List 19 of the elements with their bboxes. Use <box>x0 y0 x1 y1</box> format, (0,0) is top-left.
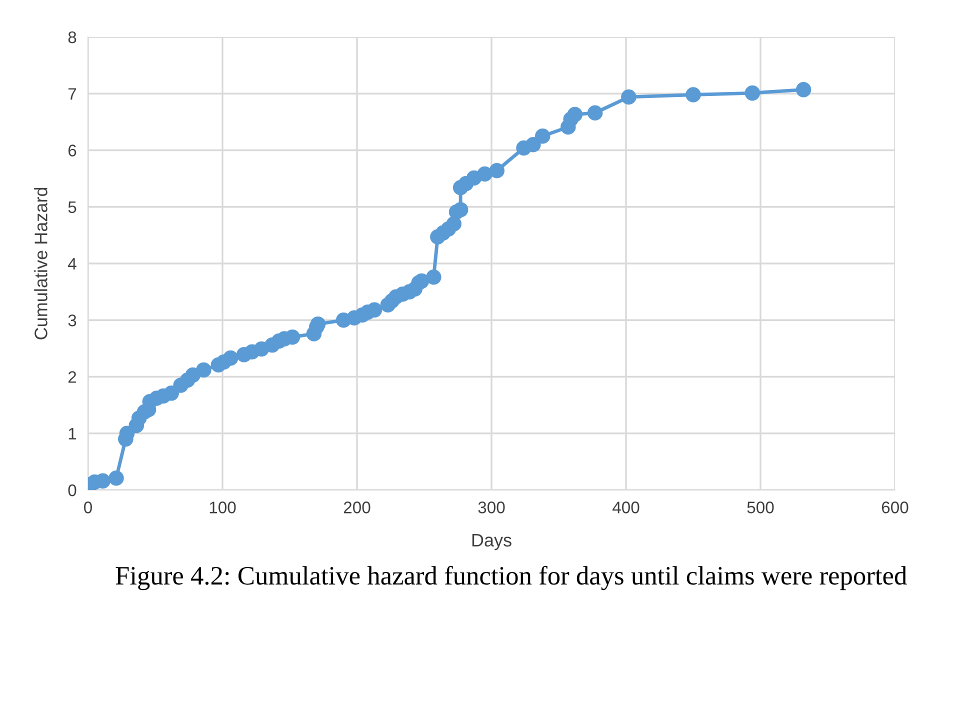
y-tick-label: 7 <box>68 88 76 100</box>
y-axis-title: Cumulative Hazard <box>34 188 48 340</box>
y-tick-label: 8 <box>68 31 76 44</box>
y-tick-label: 5 <box>68 201 76 214</box>
x-axis-title: Days <box>472 534 512 550</box>
y-tick-label: 6 <box>68 144 76 156</box>
x-tick-label: 100 <box>210 502 236 514</box>
x-tick-label: 400 <box>612 502 640 514</box>
x-tick-label: 600 <box>882 502 908 514</box>
x-tick-label: 200 <box>344 502 370 514</box>
y-tick-label: 0 <box>68 484 76 496</box>
x-tick-label: 300 <box>478 502 505 514</box>
x-tick-label: 500 <box>747 502 774 514</box>
y-tick-label: 1 <box>68 428 76 440</box>
caption: Figure 4.2: Cumulative hazard function for days until claims were reported <box>116 566 907 590</box>
x-tick-label: 0 <box>84 502 92 514</box>
y-tick-label: 4 <box>68 258 76 270</box>
y-tick-label: 2 <box>68 371 76 383</box>
y-tick-label: 3 <box>68 314 76 326</box>
